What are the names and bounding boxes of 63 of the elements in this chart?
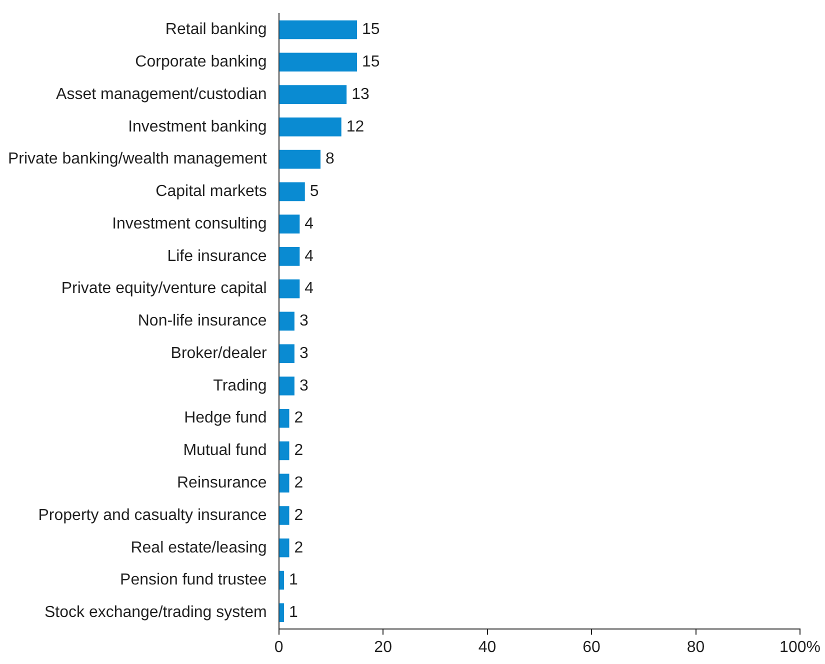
bar — [279, 344, 294, 363]
bar — [279, 603, 284, 622]
x-tick-label: 80 — [686, 638, 705, 656]
y-tick-label: Asset management/custodian — [56, 86, 267, 103]
data-label: 3 — [299, 377, 308, 394]
data-label: 15 — [362, 21, 380, 38]
y-tick-label: Reinsurance — [176, 474, 267, 492]
data-label: 12 — [346, 118, 364, 136]
bar — [279, 85, 347, 104]
y-tick-label: Mutual fund — [183, 442, 267, 460]
data-label: 4 — [304, 248, 314, 265]
bar — [279, 20, 357, 40]
data-label: 2 — [294, 539, 304, 556]
y-tick-label: Investment banking — [128, 118, 267, 136]
y-tick-label: Private equity/venture capital — [61, 280, 267, 298]
data-label: 8 — [326, 150, 335, 168]
x-tick-label: 20 — [374, 638, 392, 656]
data-label: 15 — [362, 54, 380, 71]
y-tick-label: Non-life insurance — [138, 312, 267, 330]
data-label: 4 — [304, 280, 314, 298]
bar — [279, 52, 357, 72]
data-label: 4 — [304, 215, 314, 232]
bar — [279, 441, 290, 460]
data-label: 3 — [299, 312, 308, 330]
y-tick-label: Investment consulting — [112, 215, 267, 232]
x-tick-label: 100% — [780, 638, 820, 656]
data-label: 2 — [294, 474, 304, 492]
bar — [279, 570, 284, 590]
y-tick-label: Hedge fund — [184, 410, 267, 427]
bar — [279, 247, 300, 266]
y-tick-label: Trading — [213, 377, 267, 394]
bar — [279, 214, 300, 234]
y-tick-label: Corporate banking — [135, 54, 267, 71]
y-tick-label: Pension fund trustee — [120, 572, 267, 589]
bar — [279, 506, 290, 525]
data-label: 2 — [294, 410, 304, 427]
y-tick-label: Stock exchange/trading system — [44, 604, 267, 622]
bar — [279, 408, 290, 428]
bar — [279, 150, 321, 169]
x-tick-label: 0 — [274, 638, 284, 656]
data-label: 2 — [294, 506, 304, 524]
data-label: 3 — [299, 344, 308, 362]
data-label: 1 — [289, 572, 298, 589]
data-label: 13 — [352, 86, 370, 103]
y-tick-label: Private banking/wealth management — [8, 150, 268, 168]
bar — [279, 312, 294, 331]
y-tick-label: Life insurance — [167, 248, 267, 265]
data-label: 5 — [310, 183, 319, 200]
bar — [279, 538, 290, 558]
data-label: 1 — [289, 604, 298, 622]
y-tick-label: Capital markets — [156, 183, 267, 200]
bar — [279, 376, 294, 396]
data-label: 2 — [294, 442, 304, 460]
bar — [279, 182, 305, 202]
bar — [279, 118, 342, 136]
bar — [279, 279, 300, 298]
y-tick-label: Real estate/leasing — [130, 539, 267, 556]
bar — [279, 474, 290, 492]
y-tick-label: Property and casualty insurance — [38, 506, 267, 524]
x-tick-label: 40 — [478, 638, 496, 656]
y-tick-label: Broker/dealer — [170, 344, 268, 362]
x-tick-label: 60 — [582, 638, 601, 656]
y-tick-label: Retail banking — [165, 21, 267, 38]
